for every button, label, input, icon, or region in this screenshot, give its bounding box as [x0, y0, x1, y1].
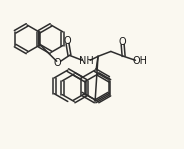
Text: O: O — [54, 58, 61, 68]
Text: O: O — [119, 37, 126, 47]
Text: OH: OH — [133, 56, 148, 66]
Text: NH: NH — [79, 56, 94, 66]
Text: O: O — [64, 36, 71, 46]
